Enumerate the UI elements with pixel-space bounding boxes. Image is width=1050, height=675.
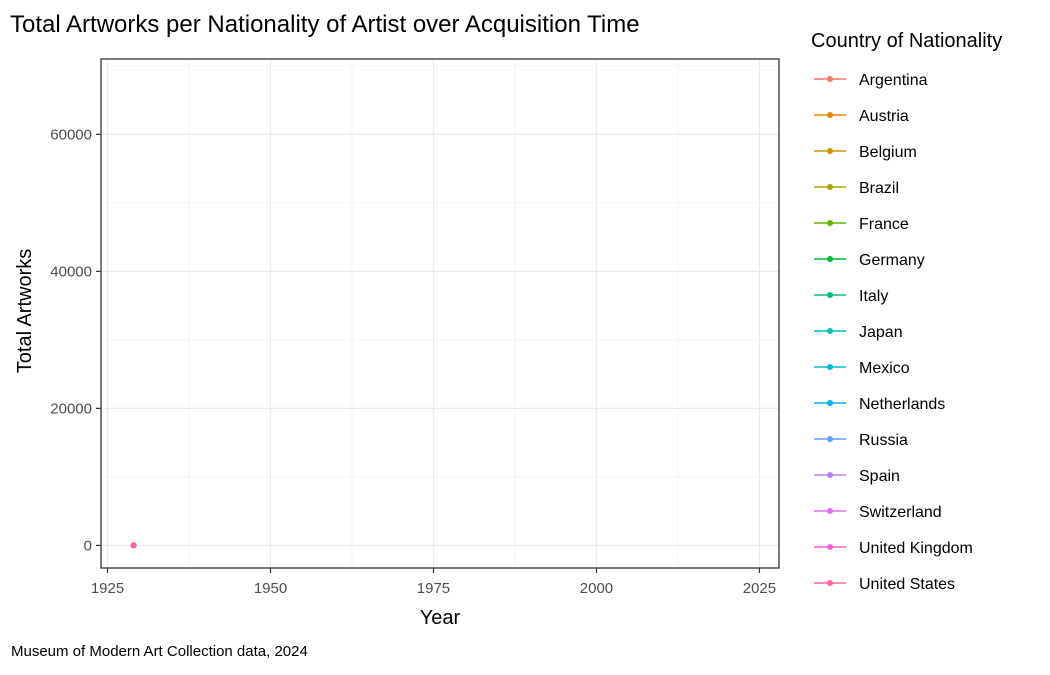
legend-key-point [827, 76, 833, 82]
legend-item: Belgium [814, 144, 917, 161]
y-tick-label: 40000 [50, 263, 92, 280]
x-tick-label: 1950 [254, 580, 287, 597]
legend-key-point [827, 544, 833, 550]
grid [101, 59, 779, 568]
legend-label: Brazil [859, 180, 899, 197]
legend-item: United States [814, 576, 955, 593]
legend-key-point [827, 400, 833, 406]
legend-label: Germany [859, 252, 925, 269]
legend-item: Argentina [814, 72, 928, 89]
chart-title: Total Artworks per Nationality of Artist… [10, 11, 640, 38]
legend-label: Belgium [859, 144, 917, 161]
legend-label: France [859, 216, 909, 233]
legend-key-point [827, 328, 833, 334]
legend-key-point [827, 292, 833, 298]
legend-item: France [814, 216, 909, 233]
legend-item: Russia [814, 432, 908, 449]
legend-item: Austria [814, 108, 909, 125]
x-tick-label: 2000 [580, 580, 613, 597]
legend-key-point [827, 148, 833, 154]
legend: Argentina Austria Belgium Brazil France Germa… [814, 72, 973, 593]
legend-label: Russia [859, 432, 908, 449]
legend-item: Switzerland [814, 504, 942, 521]
legend-label: United Kingdom [859, 540, 973, 557]
legend-label: Italy [859, 288, 888, 305]
y-axis-title: Total Artworks [14, 249, 36, 373]
legend-title: Country of Nationality [811, 30, 1002, 52]
legend-item: United Kingdom [814, 540, 973, 557]
legend-key-point [827, 364, 833, 370]
plot-panel-border [100, 58, 780, 569]
y-tick-label: 20000 [50, 400, 92, 417]
legend-label: Spain [859, 468, 900, 485]
legend-label: Japan [859, 324, 903, 341]
legend-key-point [827, 580, 833, 586]
legend-label: Mexico [859, 360, 910, 377]
legend-key-point [827, 436, 833, 442]
legend-item: Japan [814, 324, 903, 341]
series-layer [130, 542, 137, 549]
legend-key-point [827, 112, 833, 118]
legend-key-point [827, 220, 833, 226]
legend-item: Italy [814, 288, 888, 305]
y-tick-label: 0 [84, 537, 92, 554]
legend-label: Netherlands [859, 396, 945, 413]
legend-key-point [827, 184, 833, 190]
y-axis: 0 20000 40000 60000 [50, 126, 101, 554]
x-axis-title: Year [420, 607, 461, 629]
legend-key-point [827, 508, 833, 514]
series-united-states [130, 542, 137, 549]
legend-item: Germany [814, 252, 925, 269]
legend-item: Brazil [814, 180, 899, 197]
legend-item: Spain [814, 468, 900, 485]
legend-label: Austria [859, 108, 909, 125]
data-point [130, 542, 137, 549]
x-tick-label: 2025 [743, 580, 776, 597]
legend-item: Netherlands [814, 396, 945, 413]
x-tick-label: 1975 [417, 580, 450, 597]
legend-item: Mexico [814, 360, 910, 377]
legend-key-point [827, 256, 833, 262]
legend-label: Switzerland [859, 504, 942, 521]
x-tick-label: 1925 [91, 580, 124, 597]
x-axis: 1925 1950 1975 2000 2025 [91, 568, 776, 597]
legend-label: United States [859, 576, 955, 593]
caption: Museum of Modern Art Collection data, 20… [11, 643, 308, 660]
legend-key-point [827, 472, 833, 478]
legend-label: Argentina [859, 72, 928, 89]
y-tick-label: 60000 [50, 126, 92, 143]
